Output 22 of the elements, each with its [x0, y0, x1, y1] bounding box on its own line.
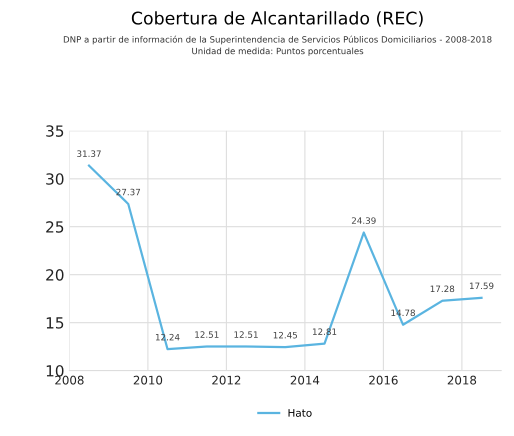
x-tick-label: 2014: [290, 376, 320, 385]
chart-title: Cobertura de Alcantarillado (REC): [132, 11, 423, 27]
chart-subtitle: DNP a partir de información de la Superintendencia de Servicios Públicos Domiciliarios - 2008-2018 Unidad de medida: Puntos porcentuales: [64, 36, 492, 56]
data-label: 12.45: [274, 332, 298, 338]
data-label: 31.37: [77, 150, 101, 157]
data-label: 17.28: [430, 286, 454, 292]
y-tick-label: 25: [46, 221, 64, 233]
x-tick-label: 2012: [212, 376, 240, 385]
data-label: 24.39: [352, 217, 376, 224]
legend-label: Hato: [288, 409, 312, 417]
y-tick-label: 30: [46, 173, 64, 185]
x-tick-label: 2018: [448, 376, 476, 385]
data-label: 12.51: [234, 331, 258, 338]
x-tick-label: 2008: [55, 376, 84, 385]
y-tick-label: 20: [46, 269, 64, 281]
y-tick-label: 10: [46, 365, 64, 377]
y-tick-label: 15: [46, 317, 64, 329]
y-tick-label: 35: [46, 125, 64, 137]
x-tick-label: 2016: [369, 376, 398, 385]
x-tick-label: 2010: [134, 376, 162, 385]
data-label: 17.59: [470, 282, 494, 290]
data-label: 12.51: [195, 331, 218, 338]
